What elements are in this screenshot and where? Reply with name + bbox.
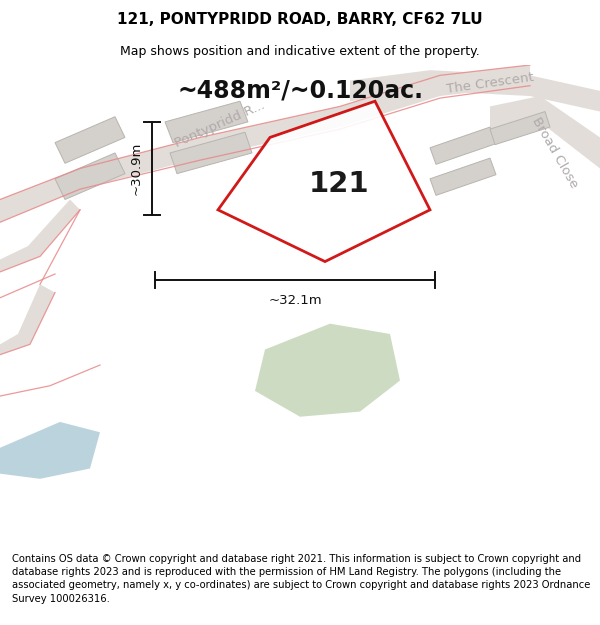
- Polygon shape: [170, 132, 252, 174]
- Text: ~32.1m: ~32.1m: [268, 294, 322, 308]
- Polygon shape: [430, 158, 496, 196]
- Polygon shape: [350, 70, 600, 111]
- Polygon shape: [165, 101, 248, 142]
- Text: 121: 121: [308, 170, 369, 198]
- Polygon shape: [0, 284, 55, 354]
- Text: Broad Close: Broad Close: [529, 115, 581, 191]
- Polygon shape: [0, 65, 530, 222]
- Polygon shape: [490, 96, 600, 169]
- Text: ~30.9m: ~30.9m: [130, 142, 143, 195]
- Polygon shape: [490, 111, 550, 144]
- Polygon shape: [430, 127, 496, 164]
- Polygon shape: [0, 199, 80, 272]
- Text: ~488m²/~0.120ac.: ~488m²/~0.120ac.: [178, 79, 424, 103]
- Polygon shape: [55, 117, 125, 163]
- Text: Pontypridd R...: Pontypridd R...: [173, 98, 267, 149]
- Polygon shape: [218, 101, 430, 262]
- Polygon shape: [0, 422, 100, 479]
- Text: Contains OS data © Crown copyright and database right 2021. This information is : Contains OS data © Crown copyright and d…: [12, 554, 590, 604]
- Text: The Crescent: The Crescent: [445, 71, 535, 96]
- Text: 121, PONTYPRIDD ROAD, BARRY, CF62 7LU: 121, PONTYPRIDD ROAD, BARRY, CF62 7LU: [117, 12, 483, 27]
- Polygon shape: [255, 324, 400, 417]
- Polygon shape: [55, 153, 125, 199]
- Text: Map shows position and indicative extent of the property.: Map shows position and indicative extent…: [120, 45, 480, 58]
